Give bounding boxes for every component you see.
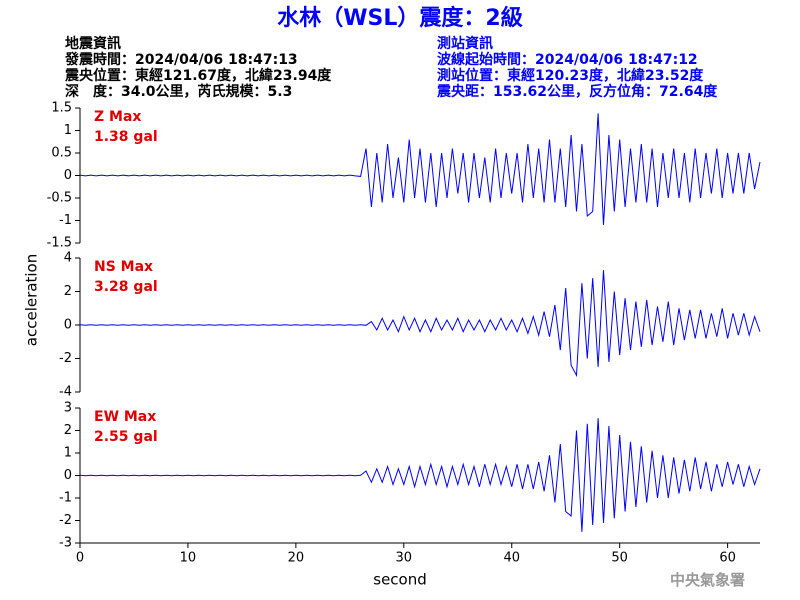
- y-tick-label: -3: [59, 536, 72, 551]
- y-tick-label: 1: [64, 446, 72, 461]
- info-right: 測站資訊: [437, 35, 493, 52]
- info-left: 震央位置：東經121.67度，北緯23.94度: [64, 67, 332, 84]
- x-axis-label: second: [373, 571, 427, 589]
- info-right: 測站位置：東經120.23度，北緯23.52度: [437, 67, 704, 84]
- info-left: 深 度：34.0公里，芮氏規模：5.3: [65, 83, 292, 100]
- y-tick-label: 0.5: [51, 146, 72, 161]
- y-tick-label: 0: [64, 468, 72, 483]
- max-value: 3.28 gal: [94, 279, 158, 295]
- waveform: [79, 113, 761, 226]
- y-tick-label: -0.5: [47, 191, 72, 206]
- y-tick-label: 0: [64, 318, 72, 333]
- x-tick-label: 20: [288, 551, 305, 566]
- x-tick-label: 40: [503, 551, 520, 566]
- y-tick-label: -2: [59, 351, 72, 366]
- footer: 中央氣象署: [670, 571, 745, 589]
- y-tick-label: 3: [64, 401, 72, 416]
- waveform: [79, 418, 761, 532]
- y-tick-label: 1.5: [51, 101, 72, 116]
- y-tick-label: -1.5: [47, 236, 72, 251]
- y-tick-label: 2: [64, 284, 72, 299]
- x-tick-label: 10: [180, 551, 197, 566]
- y-tick-label: -1: [59, 213, 72, 228]
- info-right: 震央距：153.62公里，反方位角：72.64度: [436, 83, 718, 100]
- title: 水林（WSL）震度：2級: [277, 5, 522, 31]
- y-tick-label: -1: [59, 491, 72, 506]
- y-tick-label: -4: [59, 385, 72, 400]
- info-left: 發震時間：2024/04/06 18:47:13: [64, 51, 298, 68]
- x-tick-label: 50: [611, 551, 628, 566]
- y-tick-label: -2: [59, 513, 72, 528]
- x-tick-label: 0: [76, 551, 84, 566]
- y-tick-label: 4: [64, 251, 72, 266]
- max-label: NS Max: [94, 259, 153, 275]
- y-tick-label: 1: [64, 123, 72, 138]
- info-left: 地震資訊: [65, 35, 121, 52]
- max-label: EW Max: [94, 409, 156, 425]
- y-axis-label: acceleration: [23, 254, 41, 346]
- x-tick-label: 60: [719, 551, 736, 566]
- max-label: Z Max: [94, 109, 141, 125]
- y-tick-label: 2: [64, 423, 72, 438]
- max-value: 2.55 gal: [94, 429, 158, 445]
- max-value: 1.38 gal: [94, 129, 158, 145]
- info-right: 波線起始時間：2024/04/06 18:47:12: [437, 51, 698, 68]
- waveform: [79, 270, 761, 378]
- x-tick-label: 30: [396, 551, 413, 566]
- y-tick-label: 0: [64, 168, 72, 183]
